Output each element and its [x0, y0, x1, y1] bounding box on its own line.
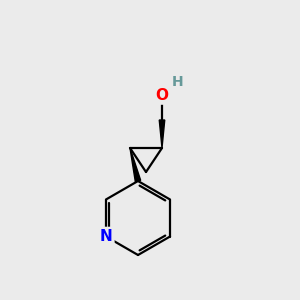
Polygon shape — [130, 148, 141, 182]
Text: O: O — [155, 88, 169, 103]
Text: N: N — [100, 229, 112, 244]
Text: H: H — [172, 75, 184, 89]
Polygon shape — [159, 120, 165, 148]
